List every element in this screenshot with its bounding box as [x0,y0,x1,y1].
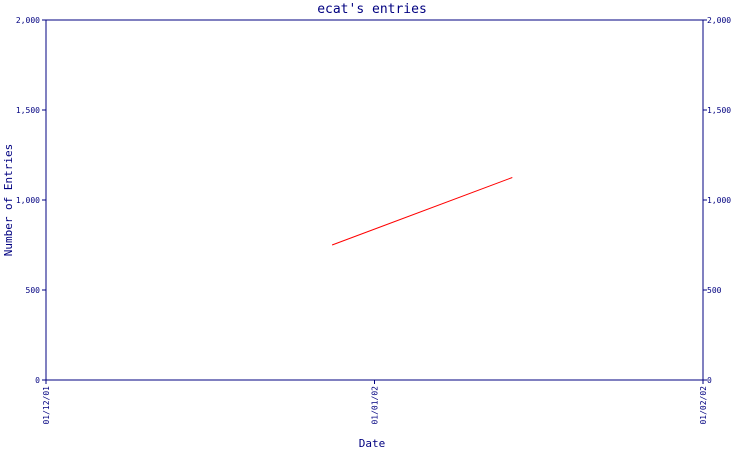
x-axis: 01/12/01 01/01/02 01/02/02 [42,380,708,425]
y-tick-label-right: 0 [707,376,712,385]
y-tick-label-left: 1,500 [16,106,40,115]
plot-frame [45,19,704,381]
y-tick-label-right: 1,500 [707,106,731,115]
y-tick-label-right: 2,000 [707,16,731,25]
x-tick-label: 01/01/02 [371,386,380,425]
series-line-entries [331,177,513,246]
y-tick-label-left: 500 [26,286,41,295]
y-tick-label-right: 500 [707,286,722,295]
y-axis-title: Number of Entries [2,144,15,257]
y-tick-label-right: 1,000 [707,196,731,205]
chart-title: ecat's entries [317,2,427,17]
y-axis-right: 0 500 1,000 1,500 2,000 [703,16,731,385]
x-tick-label: 01/02/02 [699,386,708,425]
y-tick-label-left: 2,000 [16,16,40,25]
y-tick-label-left: 0 [35,376,40,385]
x-tick-label: 01/12/01 [42,386,51,425]
x-axis-title: Date [359,437,386,450]
series-layer [331,177,513,246]
y-axis-left: 0 500 1,000 1,500 2,000 [16,16,46,385]
y-tick-label-left: 1,000 [16,196,40,205]
